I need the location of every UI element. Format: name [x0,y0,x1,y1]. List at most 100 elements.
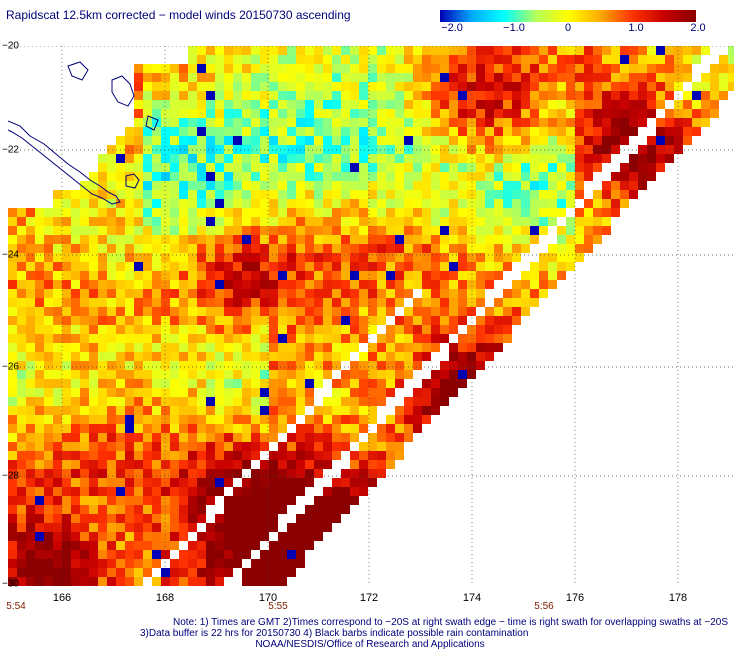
wind-cell [566,127,575,136]
wind-cell [701,91,710,100]
wind-cell [413,325,422,334]
wind-cell [125,127,134,136]
wind-cell [377,370,386,379]
wind-cell [359,226,368,235]
wind-cell [512,208,521,217]
wind-cell [116,199,125,208]
wind-cell [332,361,341,370]
wind-cell [197,487,206,496]
wind-cell [314,325,323,334]
wind-cell [602,109,611,118]
wind-cell [638,100,647,109]
wind-cell [62,397,71,406]
wind-cell [134,307,143,316]
wind-cell [251,280,260,289]
wind-cell [359,280,368,289]
wind-cell [575,163,584,172]
wind-cell [35,271,44,280]
wind-cell [215,325,224,334]
wind-cell [566,217,575,226]
wind-cell [251,64,260,73]
wind-cell [71,388,80,397]
wind-cell [206,136,215,145]
wind-cell [8,361,17,370]
wind-cell [206,262,215,271]
wind-cell [593,145,602,154]
wind-cell [332,298,341,307]
wind-cell [602,145,611,154]
wind-cell [134,361,143,370]
wind-cell [314,226,323,235]
wind-cell [449,208,458,217]
wind-cell [215,577,224,586]
wind-cell [431,343,440,352]
wind-cell [251,352,260,361]
wind-cell [89,244,98,253]
wind-cell [296,253,305,262]
wind-cell [350,334,359,343]
wind-cell [341,487,350,496]
wind-cell [80,406,89,415]
wind-cell [395,316,404,325]
time-label-3: 5:56 [534,601,554,612]
wind-cell [287,172,296,181]
wind-cell [557,253,566,262]
wind-cell [224,523,233,532]
wind-cell [503,91,512,100]
wind-cell [17,469,26,478]
wind-cell [557,199,566,208]
wind-cell [80,298,89,307]
wind-cell [359,442,368,451]
wind-cell [8,343,17,352]
wind-cell [611,109,620,118]
wind-cell [161,154,170,163]
wind-cell [179,280,188,289]
wind-cell [647,82,656,91]
wind-cell [251,217,260,226]
wind-cell [377,343,386,352]
wind-cell [197,388,206,397]
wind-cell [341,298,350,307]
wind-cell [98,172,107,181]
wind-cell [683,64,692,73]
wind-cell [323,307,332,316]
lon-label-170: 170 [258,592,278,604]
wind-cell [260,172,269,181]
wind-cell [224,154,233,163]
wind-cell [467,334,476,343]
wind-cell [422,100,431,109]
wind-cell [98,532,107,541]
wind-cell [341,343,350,352]
wind-cell [179,343,188,352]
wind-cell [116,406,125,415]
wind-cell [332,334,341,343]
wind-cell [215,253,224,262]
wind-cell [242,550,251,559]
wind-cell [269,550,278,559]
wind-cell [296,316,305,325]
wind-cell [260,298,269,307]
wind-cell [224,118,233,127]
wind-cell [98,451,107,460]
wind-cell [125,361,134,370]
wind-cell [539,136,548,145]
wind-cell [116,163,125,172]
wind-cell [332,388,341,397]
wind-cell [620,109,629,118]
wind-cell [377,217,386,226]
wind-cell [512,118,521,127]
wind-cell [197,244,206,253]
wind-cell [674,118,683,127]
wind-cell [440,172,449,181]
wind-cell [674,136,683,145]
wind-cell [197,109,206,118]
wind-cell [233,406,242,415]
wind-cell [170,334,179,343]
wind-cell [8,334,17,343]
wind-cell [188,163,197,172]
wind-cell [296,514,305,523]
wind-cell [413,46,422,55]
wind-cell [341,496,350,505]
wind-cell [476,163,485,172]
wind-cell [440,370,449,379]
